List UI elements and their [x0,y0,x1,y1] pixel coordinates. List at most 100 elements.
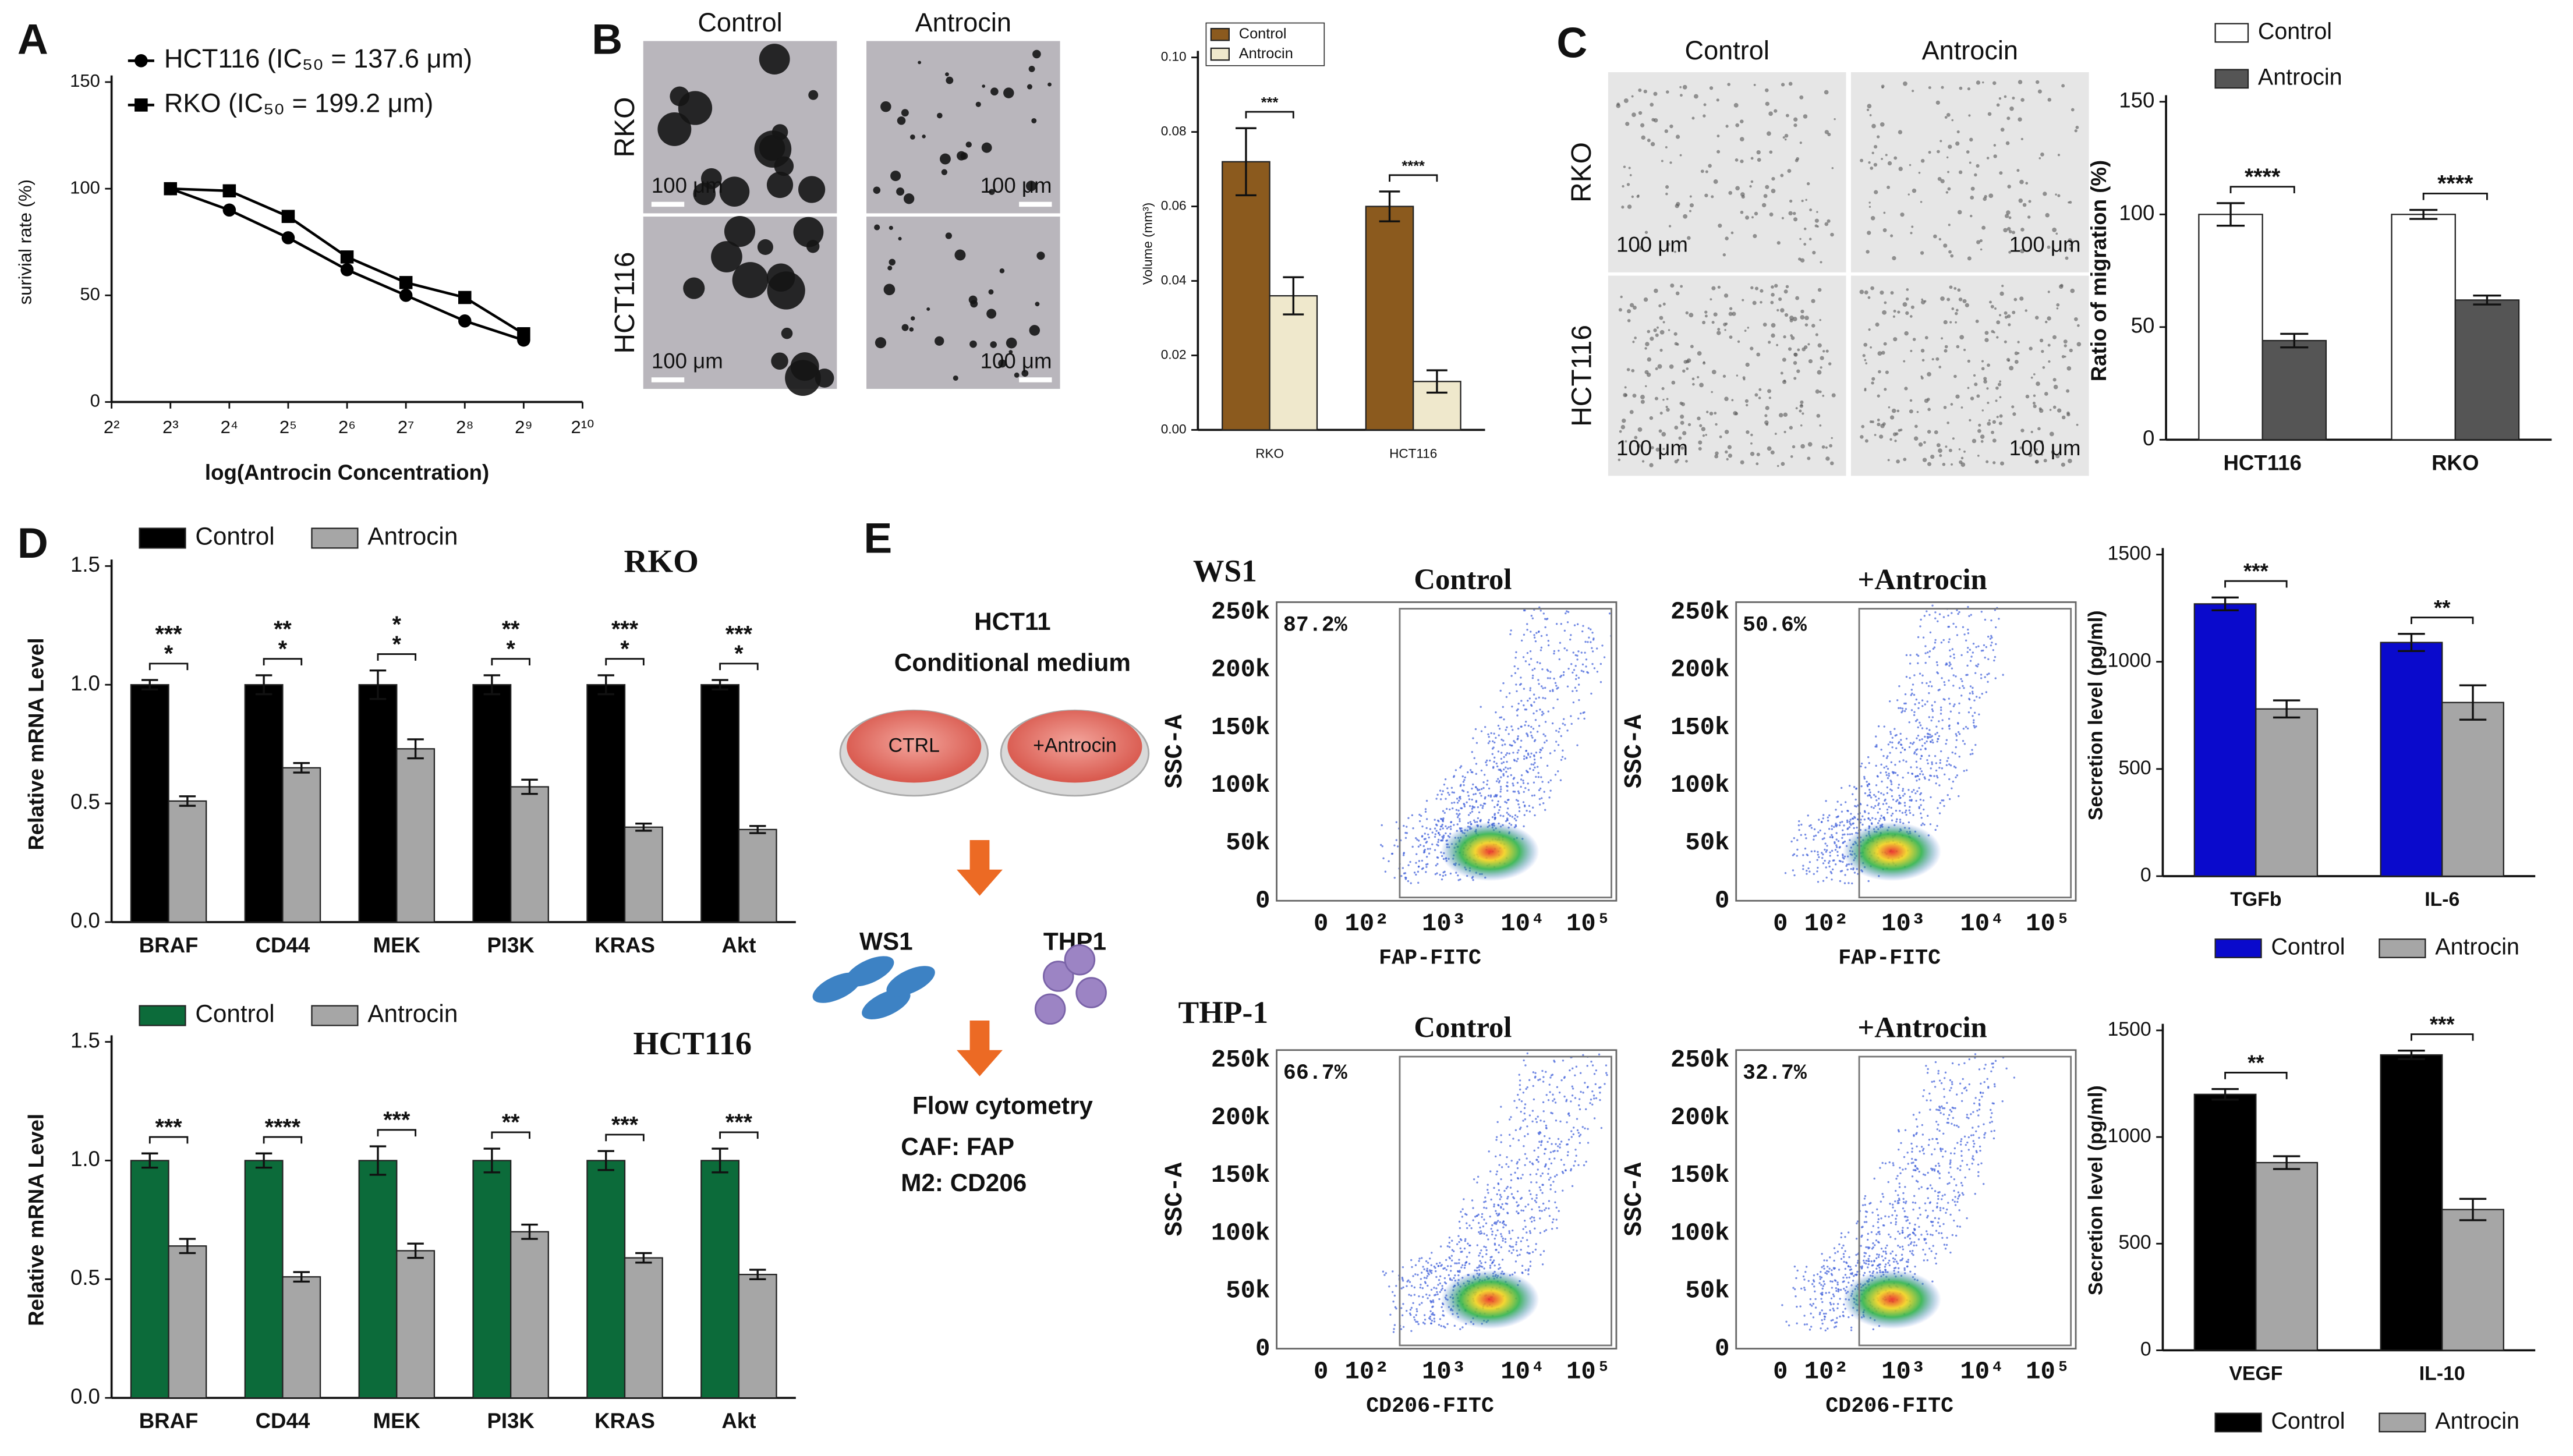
event-dot [1973,726,1976,729]
event-dot [1421,1302,1423,1304]
cell-speck [2066,366,2072,371]
cell-speck [1933,234,1937,239]
cell-speck [2065,256,2069,260]
cell-speck [1986,387,1989,390]
event-dot [1843,840,1846,843]
cell-speck [2044,320,2048,324]
bar [586,1160,626,1399]
event-dot [1832,1293,1835,1296]
micrograph [866,217,1060,389]
cell-speck [1814,218,1819,223]
event-dot [1414,1319,1416,1321]
event-dot [1532,728,1535,730]
event-dot [1527,1273,1530,1276]
event-dot [1518,1159,1521,1161]
cell-speck [1924,398,1929,403]
event-dot [1956,1200,1959,1203]
cell-speck [1864,359,1867,362]
event-dot [1487,780,1489,782]
event-dot [1892,1203,1894,1206]
event-dot [1520,1177,1523,1179]
cell-speck [1650,336,1654,341]
cell-speck [2068,459,2072,463]
event-dot [1464,1213,1467,1215]
column-label: Antrocin [1922,36,2018,65]
cell-speck [2077,324,2080,327]
event-dot [1960,1138,1963,1140]
event-dot [1517,1212,1520,1214]
x-tick-label: 2² [104,417,120,437]
event-dot [1883,766,1885,769]
legend-label: Control [2271,934,2345,959]
event-dot [1556,698,1559,701]
event-dot [1554,1101,1557,1104]
event-dot [1514,657,1517,659]
event-dot [1547,644,1550,647]
event-dot [1844,1250,1846,1252]
event-dot [1975,696,1978,698]
event-dot [1523,688,1526,690]
cell-speck [1006,337,1017,349]
event-dot [1810,850,1813,853]
event-dot [1579,1133,1582,1136]
event-dot [1835,1325,1838,1328]
event-dot [1904,1186,1906,1188]
event-dot [1464,1264,1466,1267]
event-dot [1547,640,1549,642]
cell-speck [1795,158,1799,162]
event-dot [1864,1195,1867,1198]
significance-label: *** [2430,1012,2455,1036]
event-dot [1539,803,1541,806]
event-dot [1903,749,1906,751]
event-dot [1903,1269,1906,1271]
event-dot [1903,1210,1906,1213]
cell-speck [1945,191,1949,194]
cell-speck [1951,307,1955,310]
cell-speck [1705,170,1708,173]
cell-speck [1977,454,1980,457]
event-dot [1427,848,1429,850]
event-dot [1909,806,1911,808]
cell-speck [1753,234,1757,239]
cell-speck [1709,412,1714,416]
diagram-subtitle: Conditional medium [894,649,1131,676]
event-dot [2005,1067,2008,1070]
event-dot [1935,1108,1938,1111]
event-dot [1825,1292,1827,1294]
event-dot [1585,665,1587,668]
event-dot [1936,1128,1938,1131]
error-bar [255,1152,272,1169]
event-dot [1937,689,1940,692]
event-dot [1555,741,1558,743]
event-dot [1576,1118,1579,1120]
cell-speck [1636,195,1640,199]
event-dot [1973,725,1975,727]
event-dot [1800,823,1803,826]
event-dot [1491,799,1493,802]
event-dot [1512,1138,1514,1140]
cell-speck [2008,216,2012,219]
event-dot [1825,800,1827,802]
error-bar [1236,127,1257,197]
event-dot [1424,1319,1427,1321]
event-dot [1542,802,1545,805]
event-dot [1949,710,1952,713]
event-dot [1507,807,1509,810]
cell-speck [1999,380,2002,383]
event-dot [1433,1287,1435,1289]
cell-speck [2011,405,2015,409]
cell-speck [1627,309,1631,314]
marker [222,184,236,198]
cell-speck [1624,394,1628,397]
cell-speck [1645,385,1647,388]
cell-speck [2004,311,2008,315]
event-dot [1460,1266,1463,1269]
event-dot [1560,623,1562,625]
event-dot [1937,1069,1940,1072]
event-dot [1572,1133,1575,1136]
event-dot [1556,688,1558,690]
event-dot [1561,1171,1564,1173]
event-dot [1442,790,1444,792]
cell-speck [1819,424,1822,427]
legend-frame [1205,22,1325,66]
